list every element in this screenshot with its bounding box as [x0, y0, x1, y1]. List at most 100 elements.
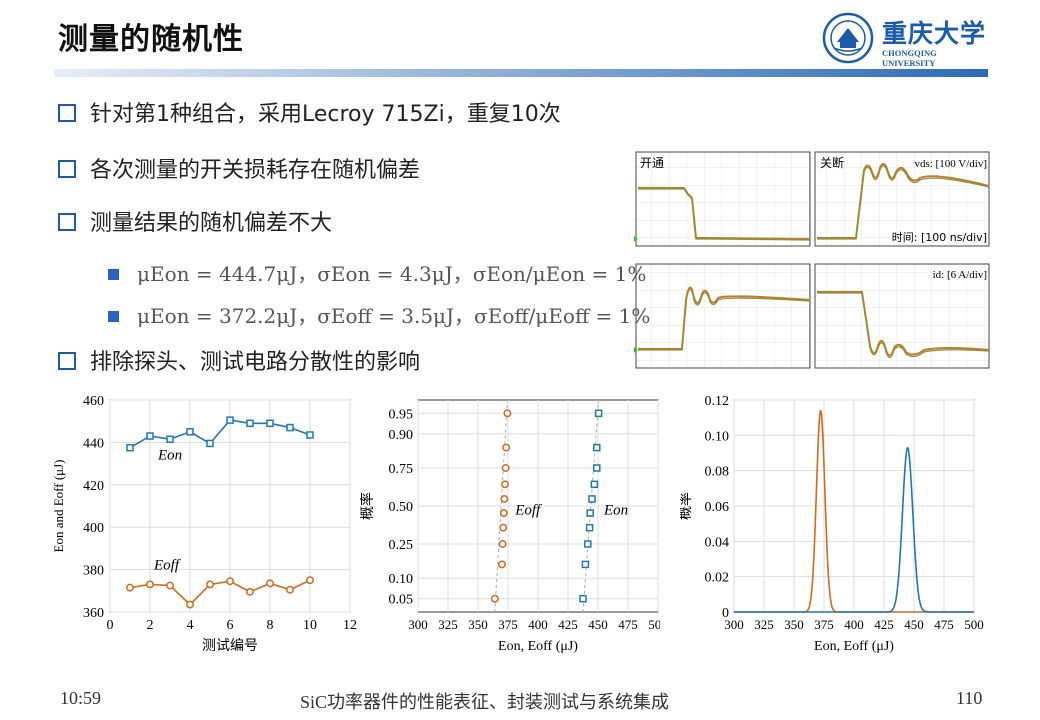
x-tick-label: 325	[438, 617, 458, 632]
data-point-eoff	[499, 523, 508, 532]
data-point-eoff	[500, 494, 509, 503]
data-point-eoff	[186, 600, 194, 609]
series-line-eoff	[129, 579, 311, 606]
y-tick-label: 0.25	[389, 538, 414, 553]
data-point-eon	[146, 432, 154, 440]
data-point-eon	[226, 416, 234, 424]
checkbox-icon	[58, 104, 76, 122]
y-tick-label: 420	[83, 479, 104, 494]
data-point-eon	[593, 464, 601, 472]
data-point-eon	[586, 509, 594, 517]
sub-bullet-2-text: μEon = 372.2μJ，σEoff = 3.5μJ，σEoff/μEoff…	[137, 304, 651, 328]
data-point-eoff	[502, 443, 511, 452]
y-tick-label: 0.05	[389, 593, 414, 608]
data-point-eoff	[146, 580, 154, 589]
data-point-eoff	[503, 409, 512, 418]
fit-line-eoff	[494, 399, 508, 613]
data-point-eoff	[126, 583, 134, 592]
scope-waveforms: 开通 关断 vds: [100 V/div] 时间: [100 ns/div] …	[634, 151, 990, 369]
data-point-eon	[593, 443, 601, 452]
university-seal-icon	[822, 12, 874, 64]
data-point-eoff	[246, 587, 254, 596]
data-point-eon	[594, 409, 603, 418]
data-point-eoff	[206, 580, 214, 589]
y-tick-label: 0.75	[389, 462, 414, 477]
footer-page: 110	[956, 688, 983, 708]
x-tick-label: 375	[498, 617, 518, 632]
y-tick-label: 400	[83, 521, 104, 536]
data-point-eoff	[501, 464, 510, 472]
y-tick-label: 0.10	[389, 572, 414, 587]
footer-center: SiC功率器件的性能表征、封装测试与系统集成	[300, 692, 670, 712]
x-tick-label: 300	[408, 617, 428, 632]
sub-bullet-1: μEon = 444.7μJ，σEon = 4.3μJ，σEon/μEon = …	[108, 258, 646, 287]
title-underline	[54, 69, 988, 77]
data-point-eoff	[266, 579, 274, 588]
data-point-eoff	[490, 594, 499, 603]
data-point-eon	[246, 419, 254, 428]
data-point-eoff	[498, 540, 507, 548]
y-tick-label: 0.12	[705, 394, 730, 409]
checkbox-icon	[58, 213, 76, 231]
data-point-eon	[584, 540, 592, 548]
x-tick-label: 475	[618, 617, 638, 632]
y-tick-label: 0.06	[705, 500, 730, 515]
y-axis-label: Eon and Eoff (μJ)	[51, 459, 66, 552]
y-tick-label: 0.10	[705, 429, 730, 444]
bullet-2: 各次测量的开关损耗存在随机偏差	[58, 152, 420, 184]
scope-turn-off-label: 关断	[820, 155, 844, 170]
university-logo: 重庆大学 CHONGQING UNIVERSITY	[822, 10, 988, 68]
bullet-3: 测量结果的随机偏差不大	[58, 205, 332, 237]
bullet-4-text: 排除探头、测试电路分散性的影响	[90, 350, 421, 375]
square-bullet-icon	[108, 311, 119, 322]
series-line-eon	[129, 419, 311, 449]
x-tick-label: 8	[267, 618, 274, 633]
x-tick-label: 400	[844, 617, 864, 632]
y-axis-label: 概率	[680, 492, 694, 520]
x-tick-label: 0	[107, 618, 114, 633]
x-tick-label: 325	[754, 617, 774, 632]
square-bullet-icon	[108, 269, 119, 280]
data-point-eon	[186, 428, 194, 436]
data-point-eon	[206, 439, 214, 448]
bullet-2-text: 各次测量的开关损耗存在随机偏差	[90, 158, 421, 183]
data-point-eoff	[166, 581, 174, 590]
y-tick-label: 380	[83, 564, 104, 579]
data-point-eon	[581, 560, 590, 569]
data-point-eon	[166, 435, 174, 443]
bullet-3-text: 测量结果的随机偏差不大	[90, 211, 333, 236]
data-point-eon	[306, 431, 314, 439]
footer-time: 10:59	[60, 688, 102, 708]
x-tick-label: 400	[528, 617, 548, 632]
data-point-eoff	[306, 576, 314, 585]
y-tick-label: 0.95	[389, 407, 414, 422]
x-tick-label: 2	[147, 618, 154, 633]
data-point-eon	[588, 495, 596, 503]
x-tick-label: 425	[558, 617, 578, 632]
x-tick-label: 350	[468, 617, 488, 632]
y-tick-label: 0	[722, 606, 729, 621]
x-tick-label: 500	[648, 617, 660, 632]
data-point-eoff	[499, 509, 508, 518]
data-point-eoff	[498, 560, 506, 569]
checkbox-icon	[58, 352, 76, 370]
x-tick-label: 12	[343, 618, 357, 633]
series-label-eoff: Eoff	[514, 502, 542, 518]
x-tick-label: 500	[964, 617, 984, 632]
x-tick-label: 425	[874, 617, 894, 632]
x-axis-label: Eon, Eoff (μJ)	[814, 639, 894, 654]
data-point-eon	[266, 419, 274, 428]
scope-time-label: 时间: [100 ns/div]	[892, 231, 987, 244]
y-tick-label: 0.50	[389, 500, 414, 515]
checkbox-icon	[58, 160, 76, 178]
data-point-eon	[579, 594, 587, 603]
scope-id-label: id: [6 A/div]	[933, 269, 987, 281]
x-tick-label: 450	[904, 617, 924, 632]
scope-vds-label: vds: [100 V/div]	[914, 158, 987, 170]
page-title: 测量的随机性	[58, 22, 244, 57]
data-point-eon	[286, 423, 294, 432]
x-tick-label: 300	[724, 617, 744, 632]
series-label-eon: Eon	[157, 447, 182, 463]
chart-energy-vs-test: 0 2 4 6 8 10 12 360 380 400 420 440 460 测试编号 Eon and E…	[51, 394, 357, 654]
data-point-eon	[590, 480, 599, 489]
